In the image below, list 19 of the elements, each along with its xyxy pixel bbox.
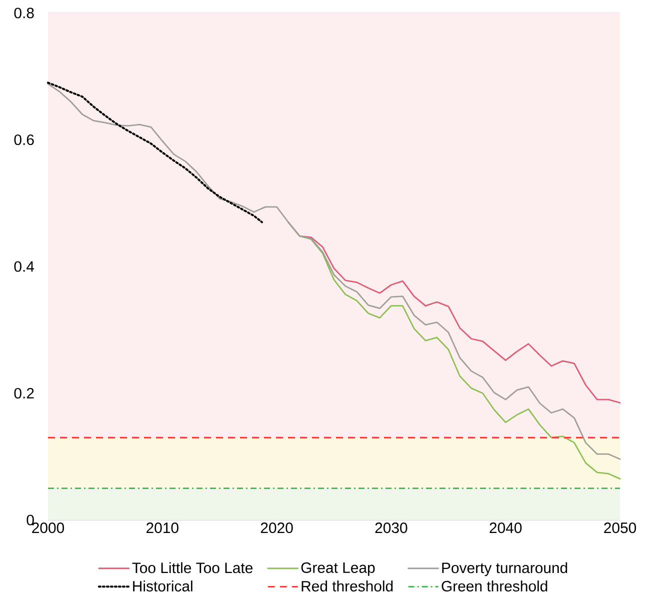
y-tick-label: 0 xyxy=(26,514,34,526)
x-tick-label: 2040 xyxy=(490,522,522,534)
legend-label: Great Leap xyxy=(301,562,375,576)
legend-label: Too Little Too Late xyxy=(132,562,252,574)
y-tick-label: 0.4 xyxy=(14,261,34,272)
x-tick-label: 2020 xyxy=(260,522,293,534)
legend-label: Historical xyxy=(133,580,192,592)
y-tick-label: 0.8 xyxy=(14,8,34,18)
line-series xyxy=(47,82,263,224)
y-tick-label: 0.2 xyxy=(14,388,34,399)
x-tick-label: 2000 xyxy=(32,522,64,534)
x-tick-label: 2050 xyxy=(604,522,636,534)
x-tick-label: 2010 xyxy=(146,522,178,534)
legend-label: Red threshold xyxy=(302,580,393,592)
x-tick-label: 2030 xyxy=(375,522,408,534)
legend-label: Green threshold xyxy=(442,580,548,592)
y-tick-label: 0.6 xyxy=(14,134,34,146)
line-series xyxy=(47,83,621,460)
legend-label: Poverty turnaround xyxy=(442,562,568,576)
